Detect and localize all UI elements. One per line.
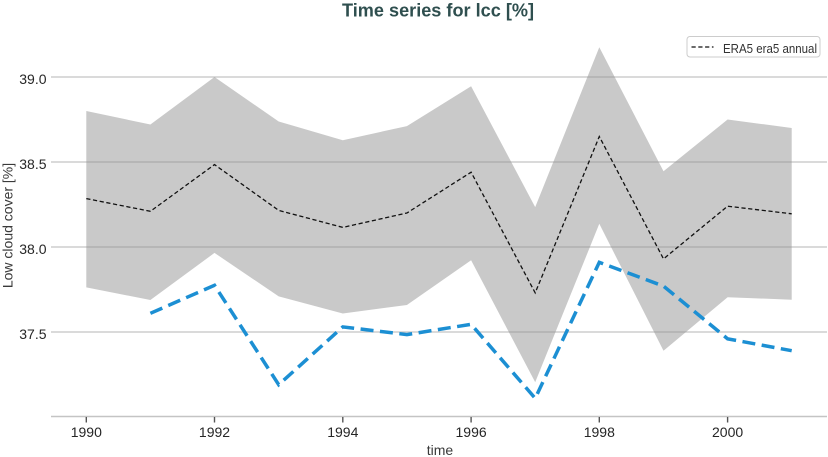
svg-text:1990: 1990 — [71, 424, 102, 440]
svg-text:38.0: 38.0 — [19, 241, 46, 257]
svg-text:1992: 1992 — [199, 424, 230, 440]
svg-text:time: time — [427, 442, 454, 457]
svg-text:38.5: 38.5 — [19, 156, 46, 172]
svg-text:2000: 2000 — [712, 424, 743, 440]
svg-text:Low cloud cover [%]: Low cloud cover [%] — [0, 163, 16, 288]
svg-text:1996: 1996 — [456, 424, 487, 440]
svg-text:Time series for lcc [%]: Time series for lcc [%] — [342, 1, 534, 21]
svg-text:39.0: 39.0 — [19, 71, 46, 87]
svg-text:37.5: 37.5 — [19, 326, 46, 342]
svg-text:1994: 1994 — [327, 424, 358, 440]
svg-text:1998: 1998 — [584, 424, 615, 440]
svg-text:ERA5 era5 annual: ERA5 era5 annual — [723, 42, 817, 56]
